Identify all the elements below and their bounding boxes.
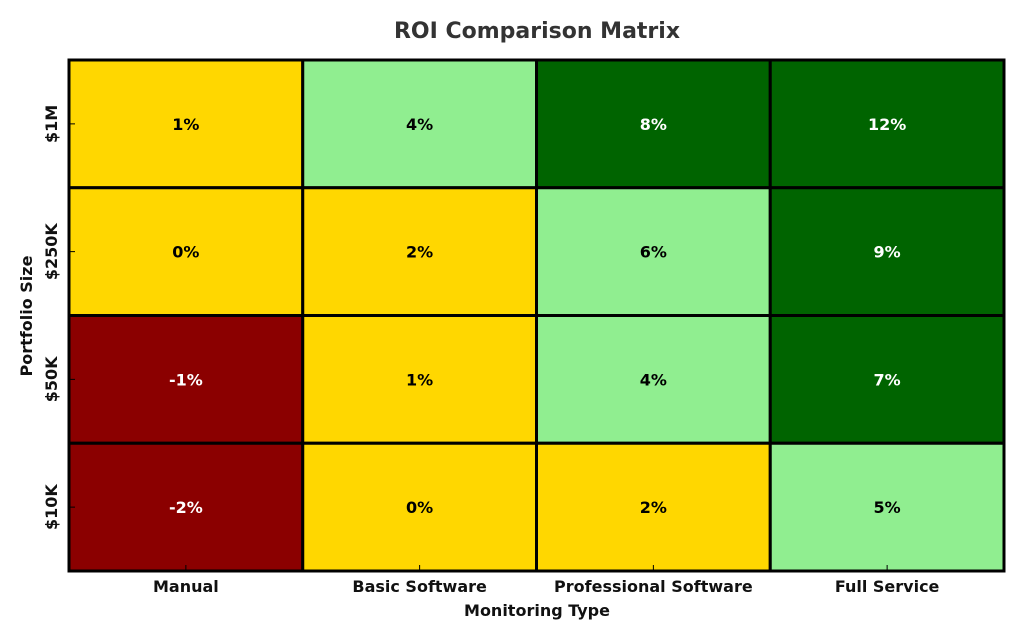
cell-value-label: 7% bbox=[874, 370, 901, 389]
cell-value-label: 12% bbox=[868, 115, 906, 134]
y-tick-label: $50K bbox=[42, 356, 61, 402]
y-tick-label: $250K bbox=[42, 223, 61, 281]
cell-value-label: 5% bbox=[874, 498, 901, 517]
heatmap-cell-10k-basic-software bbox=[301, 441, 538, 573]
x-axis-ticks: Manual Basic Software Professional Softwar… bbox=[153, 565, 940, 596]
heatmap-cell-10k-full-service bbox=[768, 441, 1006, 573]
plot-frame bbox=[68, 59, 1005, 572]
x-tick-label: Professional Software bbox=[554, 577, 753, 596]
heatmap-cell-250k-basic-software bbox=[301, 186, 538, 317]
cell-value-label: -1% bbox=[169, 370, 203, 389]
cell-value-label: 0% bbox=[406, 498, 433, 517]
chart-title: ROI Comparison Matrix bbox=[394, 19, 680, 44]
heatmap-cell-50k-basic-software bbox=[301, 314, 538, 445]
x-axis-label: Monitoring Type bbox=[464, 601, 610, 620]
cell-value-label: 2% bbox=[640, 498, 667, 517]
x-tick-label: Basic Software bbox=[352, 577, 487, 596]
cell-value-label: 1% bbox=[172, 115, 199, 134]
x-tick-label: Manual bbox=[153, 577, 219, 596]
cell-value-label: 9% bbox=[874, 243, 901, 262]
heatmap-cell-1m-manual bbox=[67, 58, 305, 190]
cell-value-label: 8% bbox=[640, 115, 667, 134]
heatmap-cell-1m-basic-software bbox=[301, 58, 538, 190]
cell-value-label: 1% bbox=[406, 370, 433, 389]
heatmap-cell-250k-full-service bbox=[768, 186, 1006, 317]
y-tick-label: $10K bbox=[42, 484, 61, 530]
heatmap-cell-50k-full-service bbox=[768, 314, 1006, 445]
y-axis-label: Portfolio Size bbox=[17, 255, 36, 376]
cell-value-label: 6% bbox=[640, 243, 667, 262]
cell-value-label: -2% bbox=[169, 498, 203, 517]
y-tick-label: $1M bbox=[42, 105, 61, 143]
cell-value-label: 4% bbox=[406, 115, 433, 134]
x-tick-label: Full Service bbox=[835, 577, 940, 596]
y-axis-ticks: $1M $250K $50K $10K bbox=[42, 105, 75, 530]
cell-value-label: 4% bbox=[640, 370, 667, 389]
cell-value-label: 0% bbox=[172, 243, 199, 262]
heatmap-cell-labels: 1% 4% 8% 12% 0% 2% 6% 9% -1% 1% 4% 7% -2% 0% 2% 5% bbox=[169, 115, 906, 517]
cell-value-label: 2% bbox=[406, 243, 433, 262]
heatmap-cells bbox=[67, 58, 1006, 573]
